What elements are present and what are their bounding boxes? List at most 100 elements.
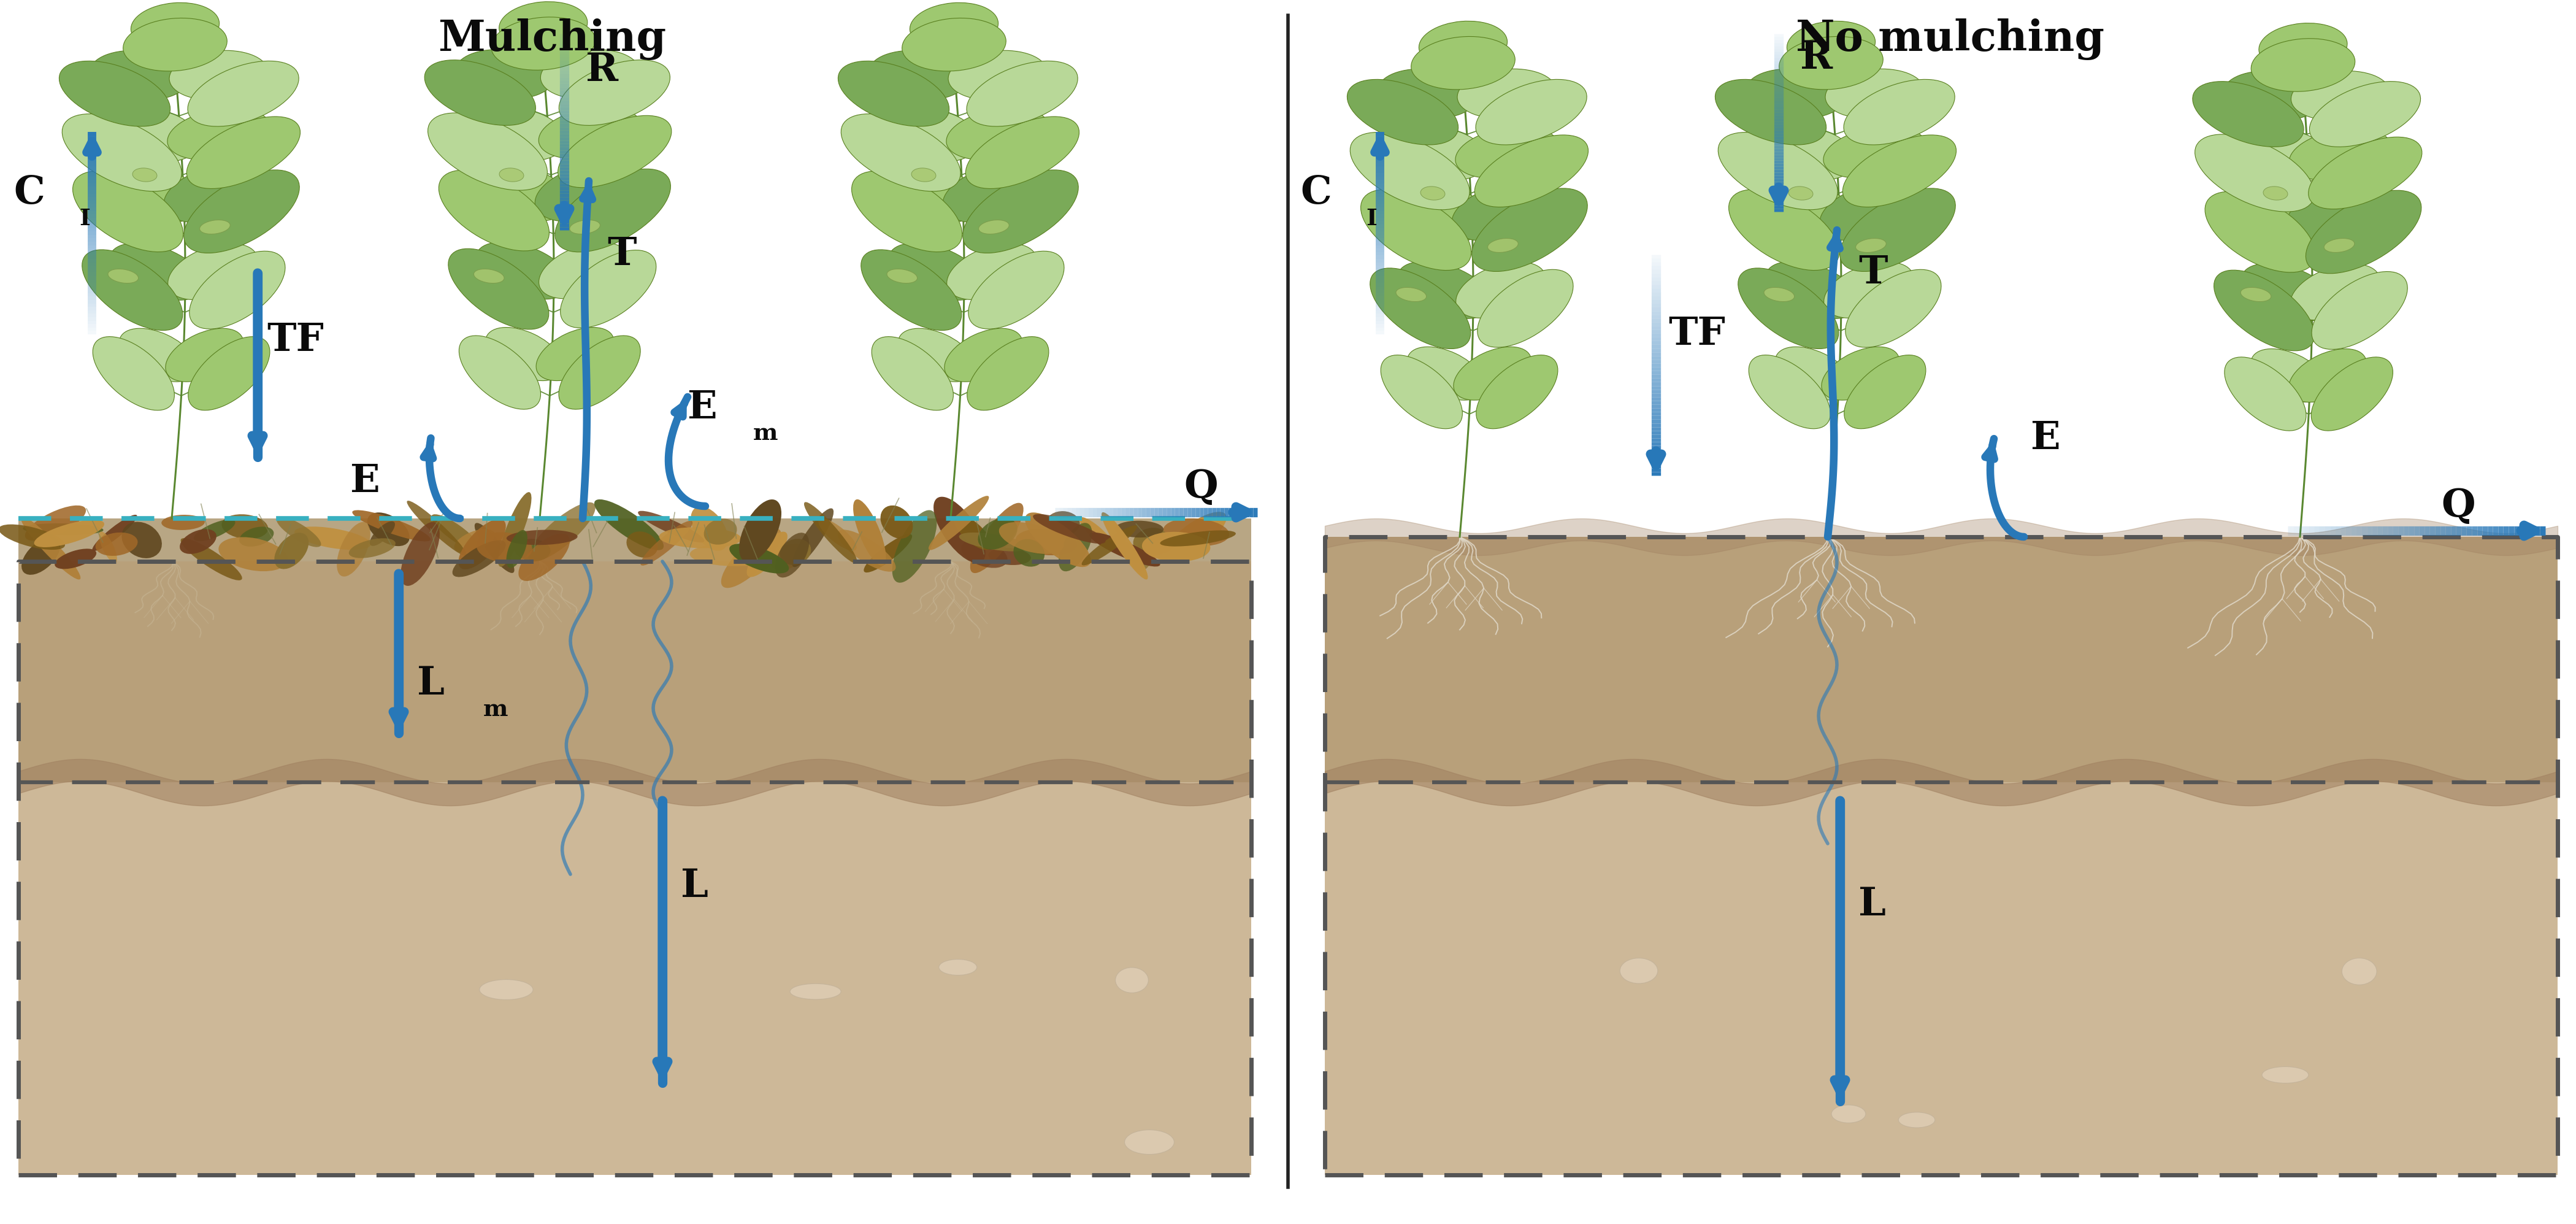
Ellipse shape xyxy=(945,328,1023,382)
Ellipse shape xyxy=(1476,355,1558,428)
Ellipse shape xyxy=(938,960,976,976)
Ellipse shape xyxy=(963,170,1079,253)
Ellipse shape xyxy=(59,61,170,126)
Ellipse shape xyxy=(188,337,270,410)
Ellipse shape xyxy=(165,163,270,223)
Ellipse shape xyxy=(2241,288,2272,301)
Ellipse shape xyxy=(2324,239,2354,252)
Ellipse shape xyxy=(124,18,227,71)
Ellipse shape xyxy=(82,250,183,330)
Ellipse shape xyxy=(100,164,204,223)
Ellipse shape xyxy=(1396,288,1427,301)
Ellipse shape xyxy=(26,506,85,541)
Ellipse shape xyxy=(33,520,103,547)
Ellipse shape xyxy=(348,539,397,558)
Ellipse shape xyxy=(804,502,858,563)
Ellipse shape xyxy=(721,529,781,588)
Ellipse shape xyxy=(1476,80,1587,144)
Ellipse shape xyxy=(170,50,268,100)
Ellipse shape xyxy=(729,543,788,574)
Ellipse shape xyxy=(167,244,258,300)
Bar xyxy=(18,782,1252,1175)
Ellipse shape xyxy=(1489,239,1517,252)
Ellipse shape xyxy=(1419,21,1507,69)
Ellipse shape xyxy=(739,499,781,562)
Ellipse shape xyxy=(554,169,670,252)
Ellipse shape xyxy=(1453,182,1558,241)
Ellipse shape xyxy=(2285,184,2393,244)
Ellipse shape xyxy=(953,514,992,550)
Ellipse shape xyxy=(428,113,546,190)
Ellipse shape xyxy=(484,327,564,381)
Ellipse shape xyxy=(1839,188,1955,272)
Text: C: C xyxy=(1301,175,1332,212)
Ellipse shape xyxy=(659,528,742,548)
Ellipse shape xyxy=(1788,186,1814,200)
Ellipse shape xyxy=(559,115,672,187)
Ellipse shape xyxy=(165,328,242,382)
Ellipse shape xyxy=(2241,263,2336,321)
Ellipse shape xyxy=(402,521,440,586)
Ellipse shape xyxy=(1824,262,1914,318)
Ellipse shape xyxy=(371,521,394,546)
Ellipse shape xyxy=(559,60,670,125)
Ellipse shape xyxy=(538,108,641,159)
Ellipse shape xyxy=(2311,357,2393,431)
Text: E: E xyxy=(688,389,716,427)
Ellipse shape xyxy=(569,220,600,234)
Ellipse shape xyxy=(819,519,858,551)
Text: R: R xyxy=(585,51,618,89)
Ellipse shape xyxy=(518,534,569,581)
Ellipse shape xyxy=(966,61,1077,126)
Ellipse shape xyxy=(1159,530,1236,546)
Ellipse shape xyxy=(747,531,788,577)
Text: R: R xyxy=(1801,39,1832,77)
Ellipse shape xyxy=(961,540,1007,568)
Ellipse shape xyxy=(337,523,371,577)
Text: C: C xyxy=(13,175,44,212)
Ellipse shape xyxy=(958,532,1028,551)
Ellipse shape xyxy=(108,269,139,283)
Ellipse shape xyxy=(62,114,183,191)
Ellipse shape xyxy=(2264,186,2287,200)
Ellipse shape xyxy=(1824,127,1927,179)
Ellipse shape xyxy=(1844,355,1927,428)
Ellipse shape xyxy=(1780,37,1883,89)
Ellipse shape xyxy=(111,244,204,300)
Ellipse shape xyxy=(791,508,835,567)
Ellipse shape xyxy=(438,170,549,251)
Bar xyxy=(18,562,1252,782)
Ellipse shape xyxy=(999,523,1064,554)
Ellipse shape xyxy=(1844,80,1955,144)
Ellipse shape xyxy=(945,109,1048,160)
Ellipse shape xyxy=(453,540,505,577)
Ellipse shape xyxy=(1455,262,1546,318)
Ellipse shape xyxy=(180,539,242,580)
Text: L: L xyxy=(680,868,708,906)
Ellipse shape xyxy=(1749,125,1857,181)
Text: TF: TF xyxy=(268,322,325,359)
Ellipse shape xyxy=(1012,539,1046,567)
Ellipse shape xyxy=(1832,1105,1865,1122)
Ellipse shape xyxy=(1360,190,1471,271)
Ellipse shape xyxy=(497,492,531,567)
Ellipse shape xyxy=(2308,137,2421,209)
Ellipse shape xyxy=(979,220,1010,234)
Ellipse shape xyxy=(626,531,657,558)
Ellipse shape xyxy=(515,539,551,561)
Ellipse shape xyxy=(871,106,979,163)
Ellipse shape xyxy=(1458,69,1556,119)
Ellipse shape xyxy=(1103,513,1149,579)
Ellipse shape xyxy=(2192,82,2303,147)
Ellipse shape xyxy=(93,515,137,551)
Ellipse shape xyxy=(902,18,1007,71)
Ellipse shape xyxy=(2342,958,2378,985)
Text: I: I xyxy=(80,207,90,230)
Ellipse shape xyxy=(889,244,984,300)
Ellipse shape xyxy=(1131,537,1157,572)
Ellipse shape xyxy=(1899,1113,1935,1127)
Ellipse shape xyxy=(1821,346,1899,400)
Ellipse shape xyxy=(162,515,204,530)
Ellipse shape xyxy=(1378,69,1476,119)
Ellipse shape xyxy=(1765,288,1795,301)
